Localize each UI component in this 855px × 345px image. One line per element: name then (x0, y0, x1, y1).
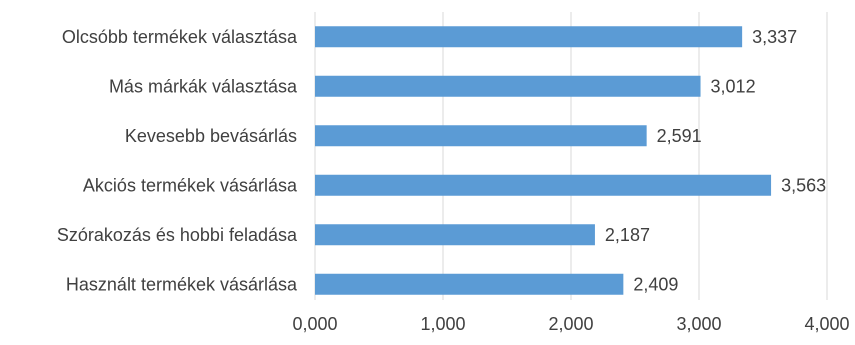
category-label: Akciós termékek vásárlása (83, 175, 298, 195)
category-label: Szórakozás és hobbi feladása (57, 225, 298, 245)
category-label: Használt termékek vásárlása (66, 274, 298, 294)
gridlines (314, 12, 828, 300)
value-labels: 3,337 3,012 2,591 3,563 2,187 2,409 (605, 27, 826, 295)
bar (315, 224, 595, 246)
value-label: 2,591 (657, 126, 702, 146)
bar (315, 174, 772, 196)
value-label: 3,563 (781, 175, 826, 195)
bar (315, 273, 624, 295)
bar (315, 125, 647, 147)
category-labels: Olcsóbb termékek választása Más márkák vá… (57, 27, 298, 295)
category-label: Olcsóbb termékek választása (62, 27, 298, 47)
category-label: Más márkák választása (109, 76, 298, 96)
value-label: 3,012 (711, 76, 756, 96)
x-tick-label: 1,000 (420, 314, 465, 334)
value-label: 3,337 (752, 27, 797, 47)
bars (315, 26, 772, 295)
value-label: 2,409 (633, 274, 678, 294)
x-tick-label: 4,000 (804, 314, 849, 334)
bar (315, 26, 743, 48)
x-tick-label: 3,000 (676, 314, 721, 334)
bar (315, 75, 701, 97)
value-label: 2,187 (605, 225, 650, 245)
category-label: Kevesebb bevásárlás (125, 126, 297, 146)
x-tick-label: 0,000 (292, 314, 337, 334)
x-tick-label: 2,000 (548, 314, 593, 334)
x-axis-ticks: 0,000 1,000 2,000 3,000 4,000 (292, 314, 849, 334)
